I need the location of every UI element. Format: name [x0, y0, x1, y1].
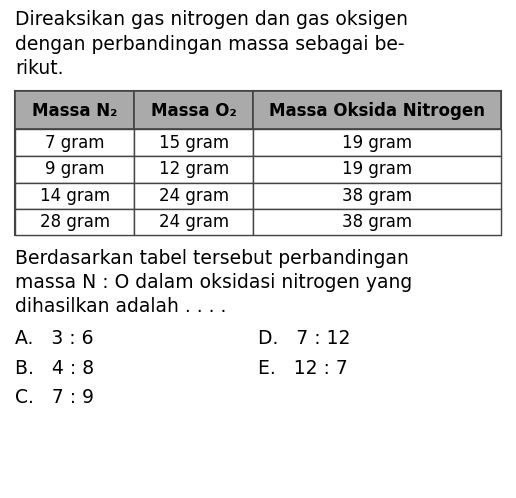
Text: dengan perbandingan massa sebagai be-: dengan perbandingan massa sebagai be- [15, 34, 405, 53]
Text: 15 gram: 15 gram [158, 134, 229, 152]
Bar [134, 182, 253, 209]
Text: 9 gram: 9 gram [45, 160, 105, 178]
Text: 24 gram: 24 gram [158, 187, 229, 205]
Bar [134, 92, 253, 129]
Text: 38 gram: 38 gram [342, 187, 412, 205]
Bar [253, 156, 501, 182]
Text: D.   7 : 12: D. 7 : 12 [258, 329, 350, 348]
Text: Berdasarkan tabel tersebut perbandingan: Berdasarkan tabel tersebut perbandingan [15, 249, 409, 267]
Text: 19 gram: 19 gram [342, 134, 412, 152]
Text: Massa O₂: Massa O₂ [151, 102, 237, 120]
Text: C.   7 : 9: C. 7 : 9 [15, 388, 94, 407]
Text: 24 gram: 24 gram [158, 213, 229, 231]
Text: rikut.: rikut. [15, 59, 64, 78]
Bar [134, 129, 253, 156]
Bar [15, 156, 134, 182]
Text: 7 gram: 7 gram [45, 134, 105, 152]
Bar [15, 209, 134, 236]
Bar [134, 156, 253, 182]
Text: 28 gram: 28 gram [40, 213, 110, 231]
Text: massa N : O dalam oksidasi nitrogen yang: massa N : O dalam oksidasi nitrogen yang [15, 273, 413, 292]
Text: A.   3 : 6: A. 3 : 6 [15, 329, 94, 348]
Bar [15, 92, 134, 129]
Text: 14 gram: 14 gram [40, 187, 110, 205]
Text: dihasilkan adalah . . . .: dihasilkan adalah . . . . [15, 297, 227, 317]
Text: Massa N₂: Massa N₂ [32, 102, 118, 120]
Text: Direaksikan gas nitrogen dan gas oksigen: Direaksikan gas nitrogen dan gas oksigen [15, 10, 409, 29]
Bar [15, 92, 501, 236]
Bar [253, 182, 501, 209]
Text: 38 gram: 38 gram [342, 213, 412, 231]
Text: E.   12 : 7: E. 12 : 7 [258, 359, 348, 377]
Bar [15, 182, 134, 209]
Text: Massa Oksida Nitrogen: Massa Oksida Nitrogen [269, 102, 485, 120]
Bar [253, 92, 501, 129]
Bar [253, 129, 501, 156]
Text: 19 gram: 19 gram [342, 160, 412, 178]
Text: 12 gram: 12 gram [158, 160, 229, 178]
Bar [15, 129, 134, 156]
Text: B.   4 : 8: B. 4 : 8 [15, 359, 94, 377]
Bar [134, 209, 253, 236]
Bar [253, 209, 501, 236]
